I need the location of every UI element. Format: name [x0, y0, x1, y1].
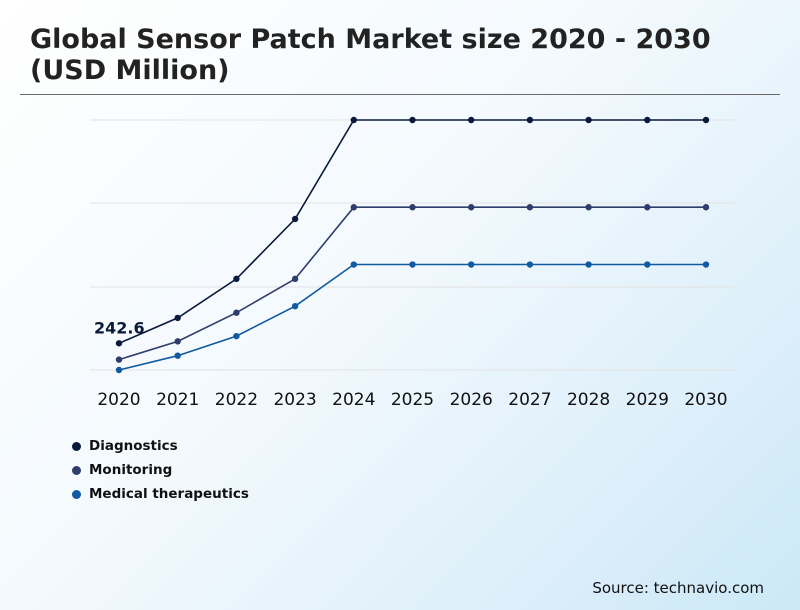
legend-dot-diagnostics [72, 441, 81, 451]
point-monitoring-2030 [702, 204, 710, 211]
point-diagnostics-2028 [585, 116, 592, 124]
point-diagnostics-2025 [409, 116, 416, 124]
x-tick-2021: 2021 [156, 390, 199, 410]
point-monitoring-2024 [350, 204, 357, 211]
source-credit: Source: technavio.com [592, 579, 764, 597]
point-medical-therapeutics-2022 [233, 332, 240, 340]
x-tick-2029: 2029 [626, 390, 669, 410]
x-tick-2020: 2020 [97, 390, 140, 410]
series-line-medical-therapeutics [118, 263, 706, 371]
point-diagnostics-2023 [291, 215, 299, 223]
point-monitoring-2023 [291, 275, 299, 283]
x-tick-2026: 2026 [450, 390, 493, 410]
point-medical-therapeutics-2025 [409, 261, 416, 268]
point-diagnostics-2020 [115, 340, 123, 347]
legend-item-monitoring: Monitoring [72, 458, 249, 482]
point-diagnostics-2022 [233, 275, 240, 283]
point-monitoring-2021 [174, 338, 181, 345]
point-medical-therapeutics-2029 [644, 261, 651, 268]
gridlines [90, 119, 735, 371]
chart-title: Global Sensor Patch Market size 2020 - 2… [30, 24, 711, 86]
line-chart: 2020 2021 2022 2023 2024 2025 2026 2027 2028 2029… [90, 116, 735, 410]
legend-item-diagnostics: Diagnostics [72, 434, 249, 458]
point-monitoring-2027 [526, 204, 534, 211]
data-labels: 242.6 [94, 318, 145, 337]
x-tick-2023: 2023 [273, 390, 316, 410]
series-line-diagnostics [118, 119, 706, 345]
series-line-monitoring [118, 206, 706, 361]
x-tick-2028: 2028 [567, 390, 610, 410]
point-medical-therapeutics-2020 [115, 366, 123, 374]
point-medical-therapeutics-2023 [291, 302, 299, 310]
legend-label-monitoring: Monitoring [89, 462, 173, 478]
legend-label-medical-therapeutics: Medical therapeutics [89, 486, 249, 502]
x-axis-ticks: 2020 2021 2022 2023 2024 2025 2026 2027 2028 2029… [97, 390, 727, 410]
legend-label-diagnostics: Diagnostics [89, 438, 178, 454]
point-diagnostics-2024 [350, 116, 357, 124]
point-monitoring-2028 [585, 204, 592, 211]
point-medical-therapeutics-2021 [174, 352, 181, 359]
point-monitoring-2020 [115, 356, 123, 363]
point-monitoring-2029 [644, 204, 651, 211]
point-diagnostics-2030 [702, 116, 710, 124]
point-monitoring-2022 [233, 309, 240, 316]
x-tick-2022: 2022 [215, 390, 258, 410]
legend-dot-medical-therapeutics [72, 489, 81, 499]
point-diagnostics-2029 [644, 116, 651, 124]
point-medical-therapeutics-2026 [468, 261, 475, 268]
point-medical-therapeutics-2030 [702, 261, 710, 268]
x-tick-2024: 2024 [332, 390, 375, 410]
point-monitoring-2025 [409, 204, 416, 211]
x-tick-2025: 2025 [391, 390, 434, 410]
point-medical-therapeutics-2027 [526, 261, 534, 268]
data-label-0: 242.6 [94, 318, 145, 337]
legend-dot-monitoring [72, 465, 81, 475]
x-tick-2030: 2030 [684, 390, 727, 410]
point-diagnostics-2026 [468, 116, 475, 124]
point-medical-therapeutics-2028 [585, 261, 592, 268]
point-monitoring-2026 [468, 204, 475, 211]
point-diagnostics-2027 [526, 116, 534, 124]
legend-item-medical-therapeutics: Medical therapeutics [72, 482, 249, 506]
series-points [115, 116, 710, 374]
point-diagnostics-2021 [174, 314, 181, 322]
series-lines [118, 119, 706, 371]
chart-legend: Diagnostics Monitoring Medical therapeut… [72, 434, 249, 506]
x-tick-2027: 2027 [508, 390, 551, 410]
title-divider [20, 94, 780, 95]
point-medical-therapeutics-2024 [350, 261, 357, 268]
